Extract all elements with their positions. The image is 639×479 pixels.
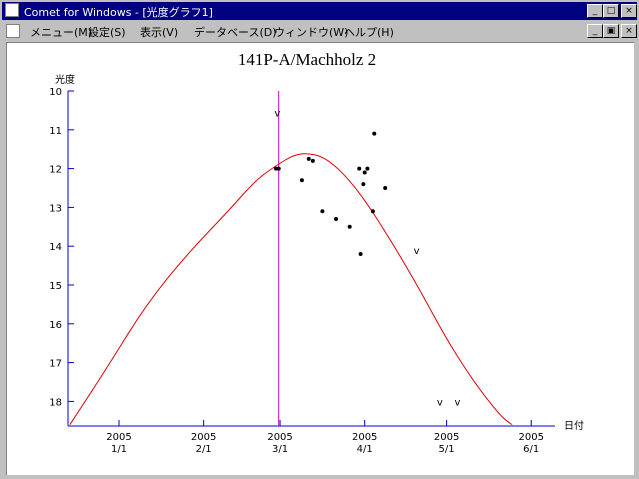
observation-point: [320, 209, 325, 214]
observation-point: [362, 170, 367, 175]
document-icon[interactable]: [6, 24, 20, 38]
observation-point: [347, 224, 352, 229]
menu-item-menu[interactable]: メニュー(M): [30, 26, 93, 39]
x-tick-date: 1/1: [111, 444, 127, 455]
window-title: Comet for Windows - [光度グラフ1]: [24, 6, 213, 19]
graph-window: 141P-A/Machholz 2 光度 日付 10 11 12 13 14 15 16 17…: [6, 42, 634, 475]
y-axis-label: 光度: [55, 73, 75, 86]
y-tick-label: 17: [49, 359, 62, 370]
upper-limit-mark: v: [274, 108, 280, 119]
menu-item-help[interactable]: ヘルプ(H): [344, 26, 394, 39]
observation-point: [365, 166, 370, 171]
minimize-button[interactable]: _: [587, 4, 603, 18]
y-tick-label: 16: [49, 320, 62, 331]
observation-point: [357, 166, 362, 171]
y-tick-label: 13: [49, 203, 62, 214]
observation-point: [358, 251, 363, 256]
light-curve: [69, 153, 513, 426]
y-tick-label: 11: [49, 126, 62, 137]
menu-bar: メニュー(M) 設定(S) 表示(V) データベース(D) ウィンドウ(W) ヘ…: [2, 21, 637, 41]
child-restore-button[interactable]: ▣: [603, 24, 619, 38]
observation-point: [334, 217, 339, 222]
x-tick-date: 6/1: [523, 444, 539, 455]
observation-point: [361, 182, 366, 187]
upper-limit-mark: v: [414, 246, 420, 257]
menu-item-settings[interactable]: 設定(S): [88, 26, 126, 39]
y-tick-label: 15: [49, 281, 62, 292]
upper-limit-mark: v: [437, 397, 443, 408]
x-tick-year: 2005: [352, 432, 377, 443]
x-tick-date: 3/1: [272, 444, 288, 455]
observation-point: [310, 158, 315, 163]
observation-point: [276, 166, 281, 171]
x-tick-date: 5/1: [439, 444, 455, 455]
upper-limit-mark: v: [455, 397, 461, 408]
observation-point: [383, 186, 388, 190]
x-tick-year: 2005: [434, 432, 459, 443]
magnitude-chart: 141P-A/Machholz 2 光度 日付 10 11 12 13 14 15 16 17…: [49, 50, 584, 455]
app-icon[interactable]: [5, 3, 19, 17]
close-button[interactable]: ×: [621, 4, 637, 18]
x-tick-year: 2005: [267, 432, 292, 443]
menu-item-window[interactable]: ウィンドウ(W): [274, 26, 349, 39]
observation-point: [299, 178, 304, 183]
x-tick-date: 2/1: [196, 444, 212, 455]
x-axis-label: 日付: [564, 419, 584, 432]
x-tick-year: 2005: [191, 432, 216, 443]
y-tick-label: 12: [49, 165, 62, 176]
y-tick-label: 14: [49, 242, 62, 253]
x-tick-year: 2005: [106, 432, 131, 443]
child-minimize-button[interactable]: _: [587, 24, 603, 38]
y-tick-label: 10: [49, 87, 62, 98]
observation-point: [370, 209, 375, 214]
child-close-button[interactable]: ×: [621, 24, 637, 38]
x-tick-year: 2005: [519, 432, 544, 443]
y-tick-label: 18: [49, 397, 62, 408]
observation-point: [306, 156, 311, 161]
chart-title: 141P-A/Machholz 2: [238, 50, 376, 69]
maximize-button[interactable]: □: [603, 4, 619, 18]
menu-item-view[interactable]: 表示(V): [140, 26, 179, 39]
x-tick-date: 4/1: [357, 444, 373, 455]
menu-item-database[interactable]: データベース(D): [194, 26, 277, 39]
observation-point: [372, 131, 377, 136]
title-bar: Comet for Windows - [光度グラフ1] _ □ ×: [2, 2, 637, 20]
